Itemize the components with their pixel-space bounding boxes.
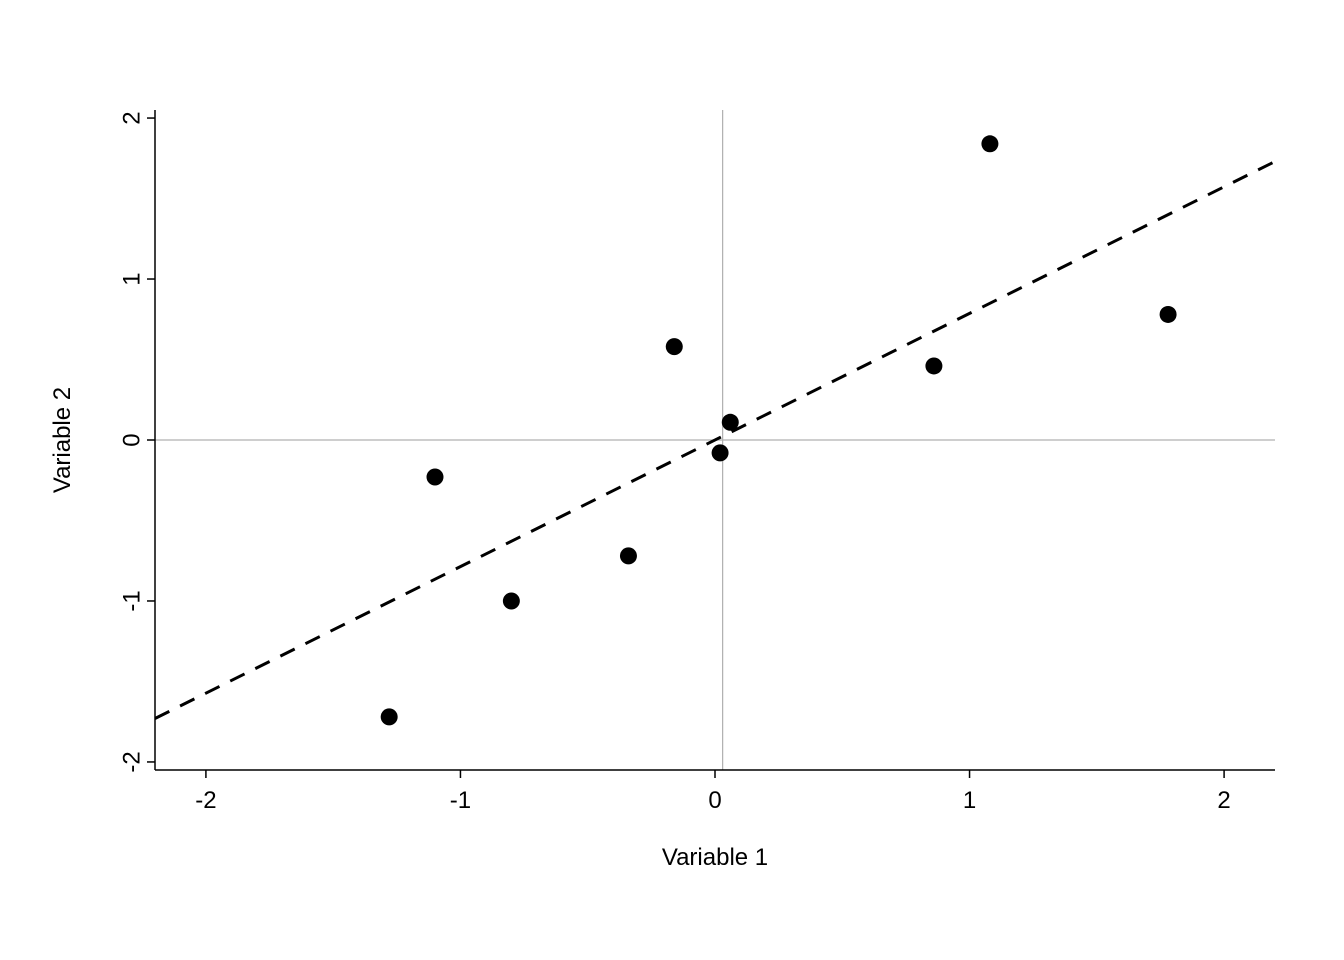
data-point [503,592,520,609]
scatter-chart: -2 -1 0 1 2 -2 -1 0 1 2 Variable 1 Variable 2 [0,0,1344,960]
x-tick-label: 2 [1217,787,1230,814]
y-tick-label: -2 [118,751,145,772]
x-tick-label: -2 [195,787,216,814]
data-point [925,357,942,374]
data-point [427,469,444,486]
y-tick-label: 2 [118,111,145,124]
data-point [981,135,998,152]
y-axis-label: Variable 2 [49,387,76,493]
y-tick-label: 0 [118,433,145,446]
data-point [1160,306,1177,323]
x-tick-label: -1 [450,787,471,814]
data-point [722,414,739,431]
x-tick-label: 0 [708,787,721,814]
chart-svg: -2 -1 0 1 2 -2 -1 0 1 2 Variable 1 Variable 2 [0,0,1344,960]
data-point [666,338,683,355]
x-axis-label: Variable 1 [662,844,768,871]
data-point [712,444,729,461]
y-tick-label: -1 [118,590,145,611]
data-point [381,708,398,725]
x-tick-label: 1 [963,787,976,814]
data-point [620,547,637,564]
y-tick-label: 1 [118,272,145,285]
